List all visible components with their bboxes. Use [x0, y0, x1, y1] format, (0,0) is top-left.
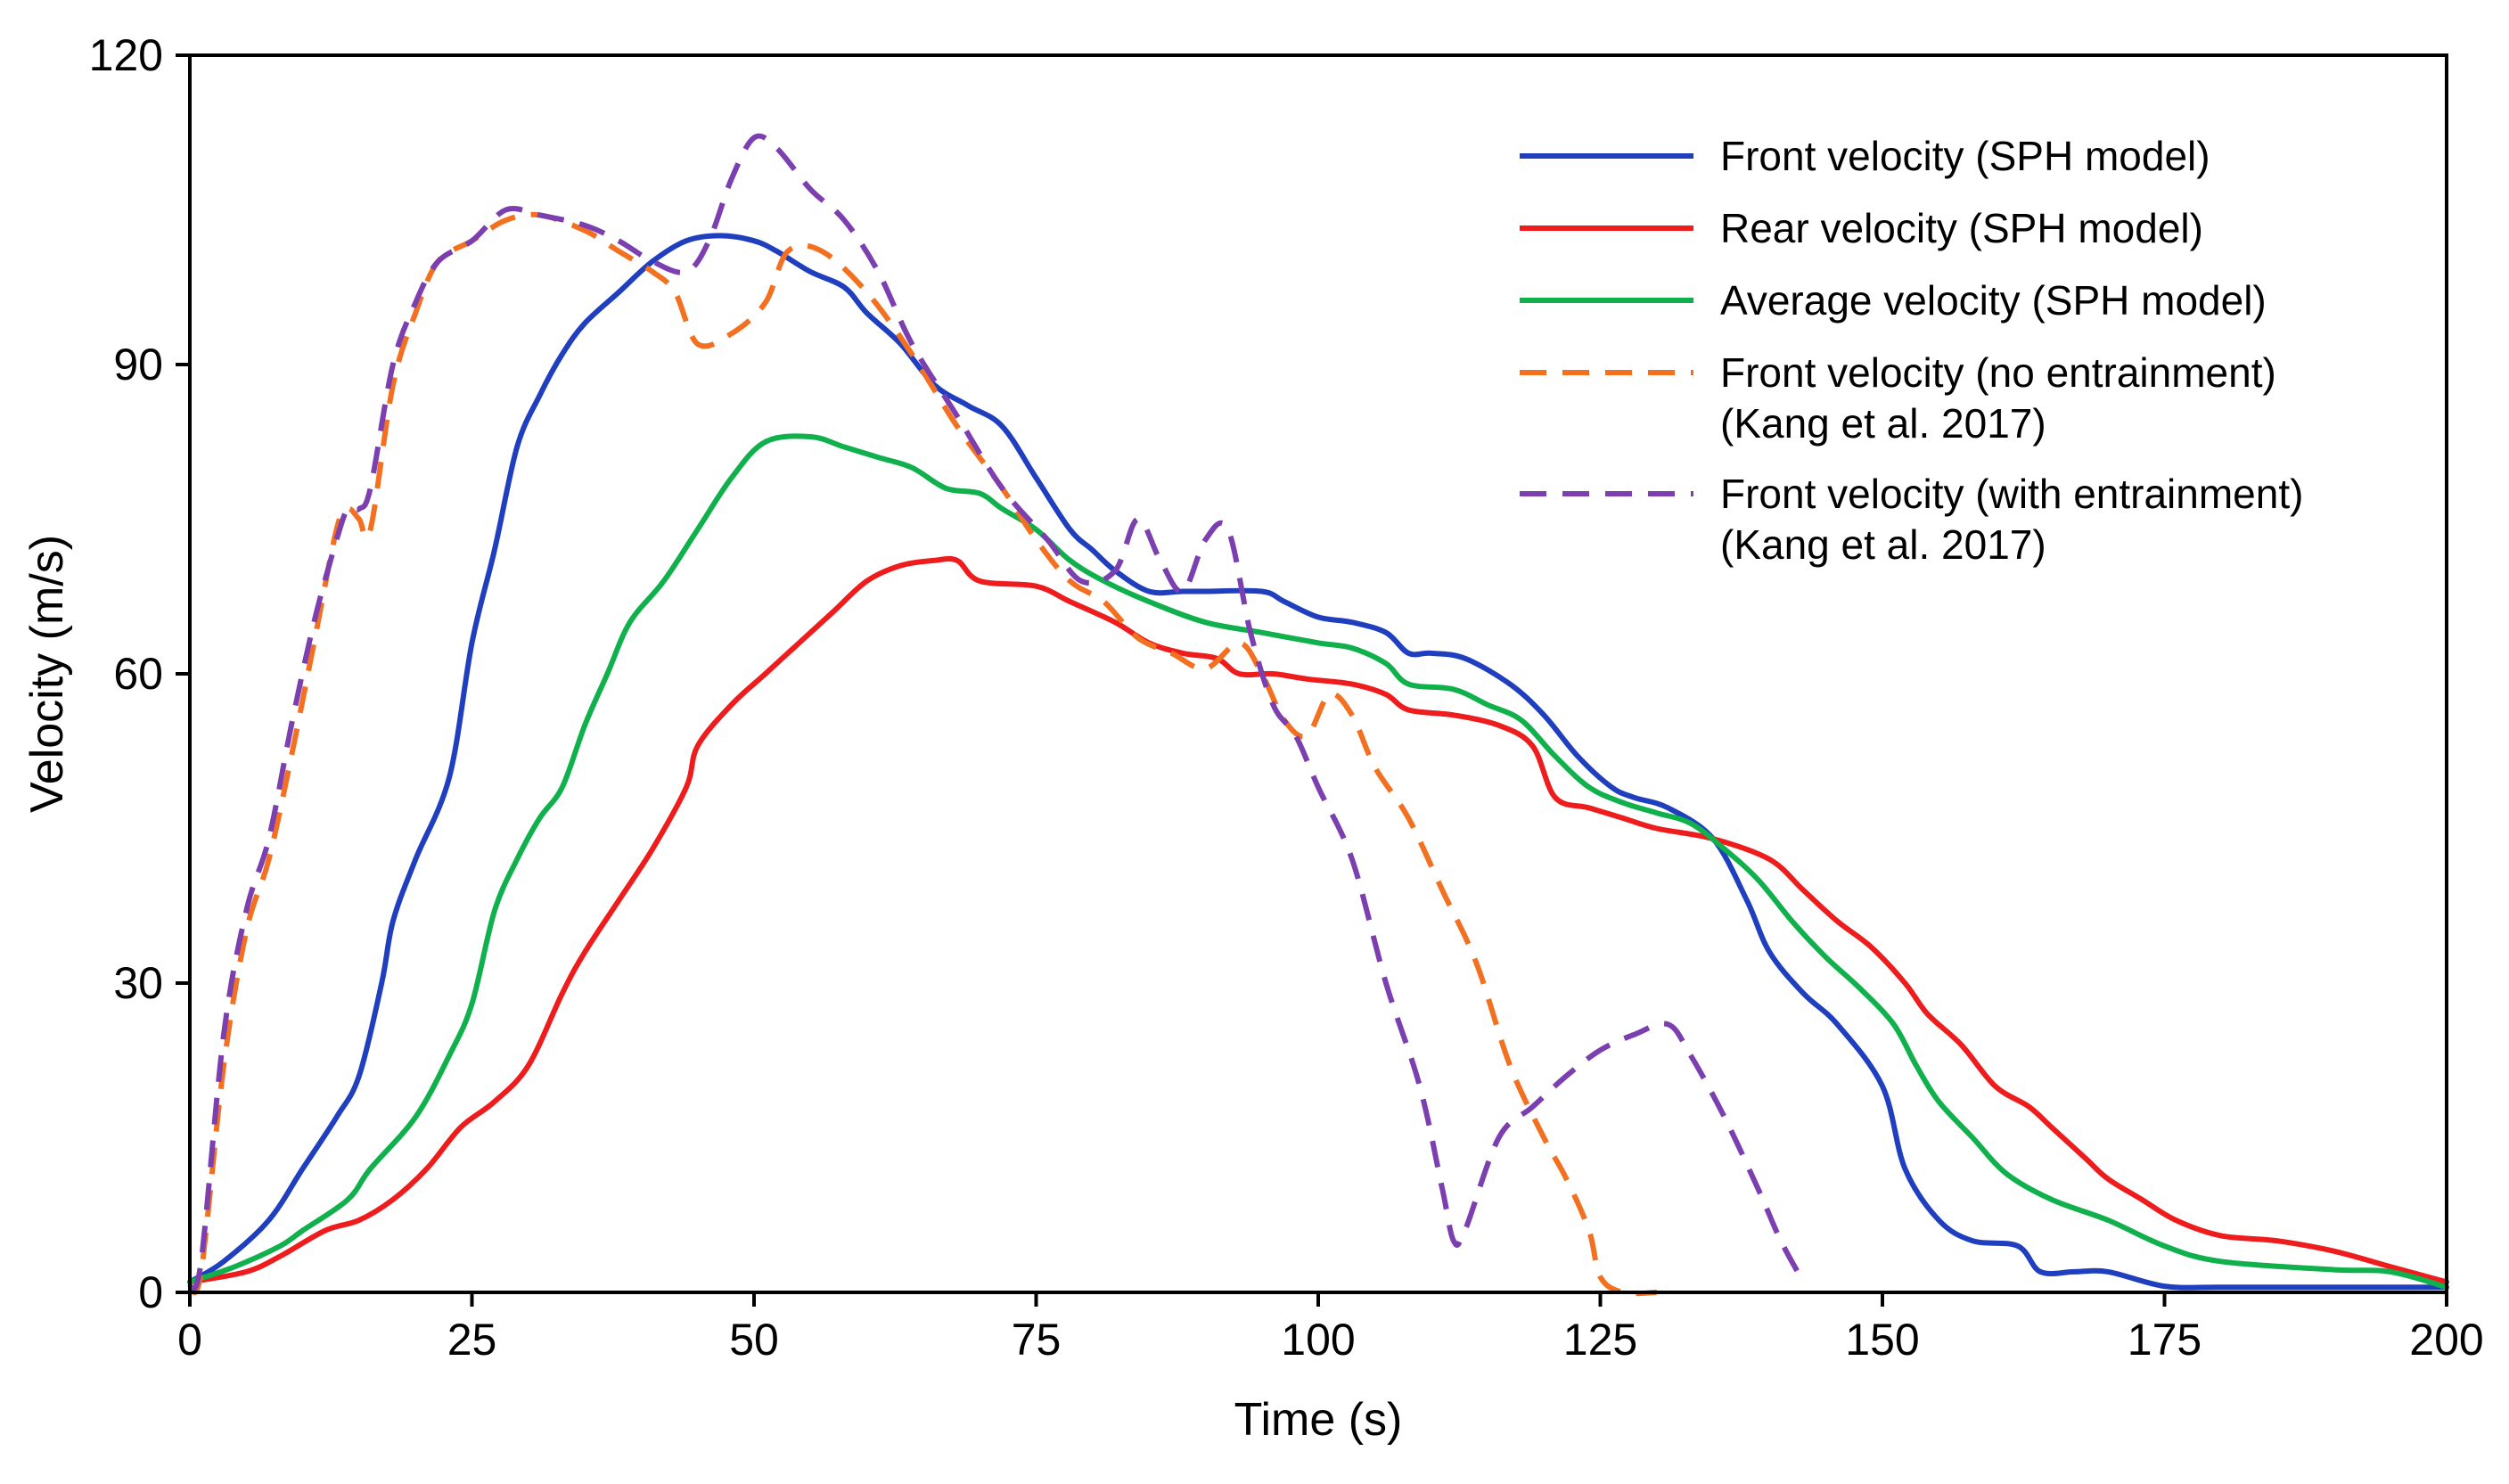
x-tick-label: 50 — [729, 1315, 779, 1365]
series-line-3 — [187, 433, 2449, 1291]
legend-label: (Kang et al. 2017) — [1720, 400, 2046, 447]
y-axis-title: Velocity (m/s) — [21, 535, 73, 813]
x-tick-label: 25 — [447, 1315, 497, 1365]
x-tick-label: 125 — [1563, 1315, 1637, 1365]
series-line-1 — [187, 233, 2449, 1291]
legend-item-2: Rear velocity (SPH model) — [1520, 205, 2203, 251]
legend-label: Front velocity (with entrainment) — [1720, 471, 2303, 517]
legend-label: Front velocity (no entrainment) — [1720, 349, 2276, 396]
legend-item-1: Front velocity (SPH model) — [1520, 133, 2210, 179]
legend-item-4: Front velocity (no entrainment)(Kang et … — [1520, 349, 2276, 447]
legend-item-5: Front velocity (with entrainment)(Kang e… — [1520, 471, 2303, 568]
legend-label: Rear velocity (SPH model) — [1720, 205, 2203, 251]
x-tick-label: 200 — [2409, 1315, 2483, 1365]
y-tick-label: 30 — [113, 958, 163, 1008]
legend-label: (Kang et al. 2017) — [1720, 521, 2046, 568]
series-lines — [187, 133, 2449, 1297]
y-tick-label: 60 — [113, 649, 163, 699]
y-tick-label: 0 — [138, 1267, 163, 1317]
x-tick-label: 100 — [1281, 1315, 1355, 1365]
y-tick-label: 90 — [113, 340, 163, 389]
legend-item-3: Average velocity (SPH model) — [1520, 277, 2267, 324]
axis-ticks: 0 25 50 75 100 125 150 175 200 0 30 60 90 120 — [89, 30, 2484, 1365]
legend-label: Average velocity (SPH model) — [1720, 277, 2267, 324]
y-tick-label: 120 — [89, 30, 163, 80]
x-tick-label: 75 — [1012, 1315, 1062, 1365]
x-axis-title: Time (s) — [1234, 1394, 1403, 1446]
x-tick-label: 150 — [1845, 1315, 1919, 1365]
series-line-4 — [187, 211, 1657, 1297]
series-line-2 — [187, 555, 2449, 1285]
x-tick-label: 0 — [177, 1315, 202, 1365]
series-line-5 — [187, 133, 1807, 1291]
legend-label: Front velocity (SPH model) — [1720, 133, 2210, 179]
x-tick-label: 175 — [2128, 1315, 2202, 1365]
legend: Front velocity (SPH model) Rear velocity … — [1520, 133, 2303, 568]
